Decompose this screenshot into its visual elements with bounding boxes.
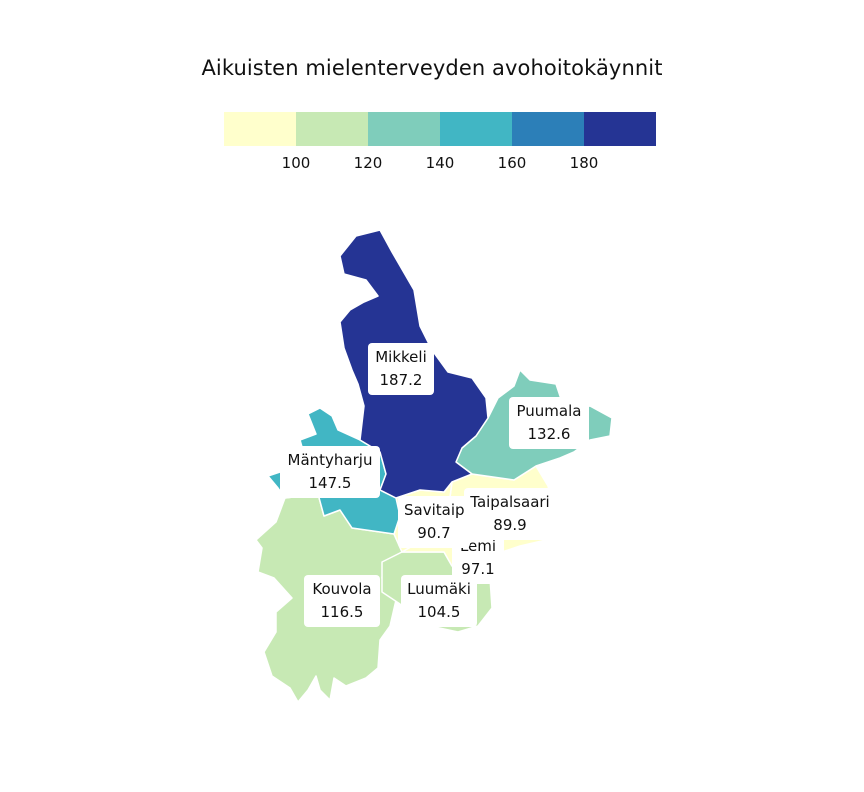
region-name: Mäntyharju [287, 451, 373, 469]
region-name: Savitaip [404, 501, 465, 519]
region-label-taipalsaari: Taipalsaari 89.9 [464, 488, 556, 540]
region-value: 90.7 [417, 524, 451, 542]
legend-ticks: 100 120 140 160 180 [224, 154, 656, 176]
legend-tick: 160 [497, 154, 527, 172]
region-label-kouvola: Kouvola 116.5 [304, 575, 380, 627]
legend-swatch-3 [368, 112, 440, 146]
color-legend [224, 112, 656, 146]
legend-tick: 180 [569, 154, 599, 172]
legend-tick: 120 [353, 154, 383, 172]
legend-tick: 100 [281, 154, 311, 172]
region-value: 116.5 [320, 603, 364, 621]
legend-swatch-1 [224, 112, 296, 146]
map-title: Aikuisten mielenterveyden avohoitokäynni… [201, 56, 663, 80]
region-name: Luumäki [407, 580, 471, 598]
legend-swatch-6 [584, 112, 656, 146]
legend-tick: 140 [425, 154, 455, 172]
region-name: Puumala [516, 402, 582, 420]
region-name: Taipalsaari [470, 493, 550, 511]
region-name: Kouvola [312, 580, 372, 598]
region-name: Mikkeli [375, 348, 427, 366]
region-value: 104.5 [417, 603, 461, 621]
region-label-mikkeli: Mikkeli 187.2 [368, 343, 434, 395]
region-value: 132.6 [527, 425, 571, 443]
region-label-mantyharju: Mäntyharju 147.5 [280, 446, 380, 498]
region-label-luumaki: Luumäki 104.5 [401, 575, 477, 627]
legend-swatch-4 [440, 112, 512, 146]
region-value: 187.2 [379, 371, 423, 389]
region-value: 97.1 [461, 560, 495, 578]
region-value: 147.5 [308, 474, 352, 492]
legend-swatch-5 [512, 112, 584, 146]
region-label-savitaipale: Savitaip 90.7 [398, 496, 470, 548]
legend-swatch-2 [296, 112, 368, 146]
region-label-puumala: Puumala 132.6 [509, 397, 589, 449]
region-value: 89.9 [493, 516, 527, 534]
